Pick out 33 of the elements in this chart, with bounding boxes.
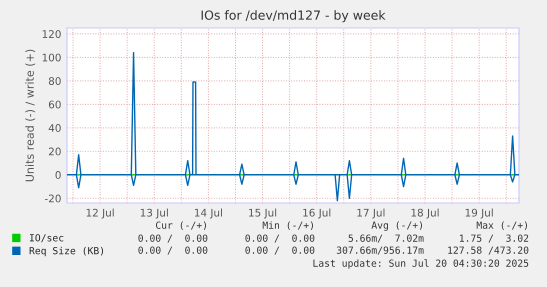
text: Cur (-/+) (156, 221, 206, 230)
y-tick-label: 60 (48, 100, 61, 108)
x-tick-label: 19 Jul (466, 208, 493, 219)
x-tick-label: 15 Jul (249, 208, 276, 219)
legend-label: Req Size (KB) (30, 246, 104, 256)
y-tick-label: 120 (42, 30, 61, 38)
text: 127.58 /473.20 (448, 246, 528, 255)
y-tick-label: 40 (48, 124, 61, 132)
x-tick-label: 13 Jul (140, 208, 168, 219)
text: Last update: Sun Jul 20 04:30:20 2025 (313, 259, 528, 269)
legend-label: IO/sec (30, 234, 64, 242)
y-tick-label: 100 (42, 54, 61, 62)
text: 0.00 / 0.00 (245, 234, 314, 243)
text: 0.00 / 0.00 (245, 246, 314, 255)
chart-title: IOs for /dev/md127 - by week (202, 10, 386, 22)
text: Max (-/+) (476, 221, 527, 230)
text: 1.75 / 3.02 (460, 234, 528, 243)
text: 0.00 / 0.00 (138, 234, 208, 243)
x-tick-label: 12 Jul (86, 208, 114, 219)
y-tick-label: 0 (56, 171, 61, 179)
y-tick-label: 80 (48, 77, 61, 85)
text: Avg (-/+) (372, 221, 422, 231)
text: 0.00 / 0.00 (138, 246, 208, 255)
text: Min (-/+) (262, 221, 313, 230)
text: 5.66m/ 7.02m (348, 234, 424, 243)
y-axis-title: Units read (-) / write (+) (25, 50, 36, 182)
x-tick-label: 14 Jul (194, 208, 222, 219)
y-tick-label: 20 (48, 148, 61, 156)
y-tick-label: -20 (44, 194, 61, 202)
x-tick-label: 17 Jul (357, 208, 384, 219)
text: 307.66m/956.17m (336, 246, 424, 255)
x-tick-label: 18 Jul (412, 208, 439, 219)
x-tick-label: 16 Jul (303, 208, 330, 219)
